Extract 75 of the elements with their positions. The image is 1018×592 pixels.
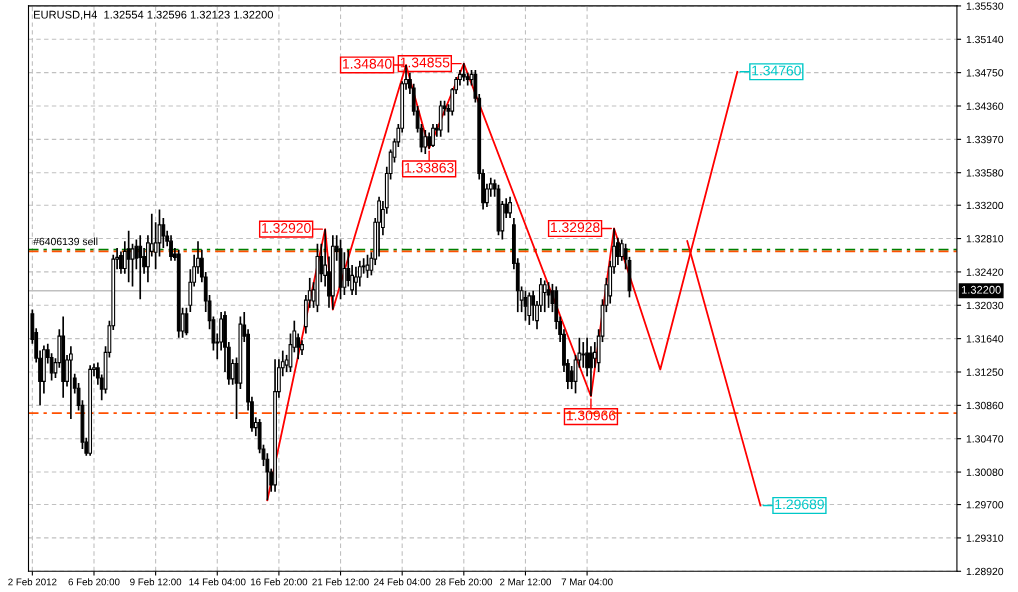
y-tick-label: 1.32420	[966, 268, 1004, 276]
candlestick	[95, 361, 100, 386]
candlestick	[300, 339, 304, 356]
x-tick-label: 2 Mar 12:00	[500, 578, 552, 586]
data-label: 1.34840	[343, 58, 392, 69]
y-tick-label: 1.32810	[966, 235, 1004, 243]
candlestick	[531, 289, 536, 322]
y-tick-label: 1.33200	[966, 201, 1004, 210]
candlestick	[508, 195, 512, 219]
y-tick-label: 1.29700	[966, 501, 1004, 509]
y-tick-label: 1.31250	[966, 368, 1004, 376]
x-tick-label: 7 Mar 04:00	[561, 578, 613, 586]
y-tick-label: 1.30080	[966, 468, 1004, 476]
candlestick	[219, 311, 224, 352]
y-tick-label: 1.35140	[966, 35, 1004, 44]
candlestick	[438, 100, 443, 138]
candlestick	[619, 238, 624, 262]
x-tick-label: 9 Feb 12:00	[130, 578, 182, 586]
y-tick-label: 1.33580	[966, 169, 1004, 177]
candlestick	[585, 336, 589, 378]
candlestick	[542, 279, 547, 313]
data-label: 1.32920	[262, 223, 311, 233]
candlestick	[61, 315, 66, 399]
x-tick-label: 16 Feb 20:00	[251, 578, 308, 586]
candlestick	[431, 123, 435, 148]
data-label: 1.30966	[566, 410, 616, 421]
data-label: 1.32928	[551, 222, 600, 233]
candlestick	[138, 234, 143, 301]
x-tick-label: 21 Feb 12:00	[312, 578, 369, 586]
candlestick	[188, 268, 193, 313]
candlestick	[119, 250, 123, 275]
x-tick-label: 28 Feb 20:00	[435, 578, 493, 586]
candlestick	[461, 62, 466, 83]
chart-title: EURUSD,H4 1.32554 1.32596 1.32123 1.32200	[34, 10, 274, 20]
candlestick	[458, 69, 462, 87]
candlestick	[527, 291, 532, 326]
candlestick	[354, 265, 358, 296]
data-label: 1.34855	[400, 57, 450, 68]
candlestick	[169, 234, 173, 262]
candlestick	[554, 285, 559, 331]
candlestick	[581, 341, 586, 369]
y-tick-label: 1.34360	[966, 102, 1004, 110]
y-tick-label: 1.31640	[966, 335, 1004, 343]
ref-line-label: #6406139 sell	[33, 237, 98, 246]
x-tick-label: 14 Feb 04:00	[189, 578, 246, 586]
data-label: 1.34760	[752, 65, 801, 76]
y-tick-label: 1.33970	[966, 135, 1004, 144]
candlestick	[303, 294, 308, 335]
candlestick	[88, 364, 93, 457]
candlestick	[176, 248, 181, 339]
data-label: 1.29689	[775, 499, 824, 510]
candlestick	[423, 129, 428, 155]
x-tick-label: 24 Feb 04:00	[374, 578, 431, 586]
y-tick-label: 1.30860	[966, 401, 1004, 410]
y-tick-label: 1.29310	[966, 534, 1004, 542]
x-tick-label: 2 Feb 2012	[8, 578, 57, 586]
candlestick	[296, 332, 301, 360]
ref-line-label: 1.32200	[961, 285, 1001, 294]
candlestick	[346, 248, 351, 288]
candlestick	[273, 358, 277, 493]
candlestick	[68, 345, 73, 420]
y-tick-label: 1.30470	[966, 435, 1004, 443]
y-tick-label: 1.32030	[966, 301, 1004, 310]
x-tick-label: 6 Feb 20:00	[68, 578, 120, 586]
candlestick	[589, 345, 593, 397]
y-tick-label: 1.34750	[966, 69, 1004, 77]
candlestick	[357, 259, 362, 288]
candlestick	[377, 195, 381, 258]
candlestick	[330, 234, 335, 311]
candlestick	[350, 264, 355, 296]
y-tick-label: 1.35530	[966, 2, 1004, 10]
data-label: 1.33863	[405, 162, 454, 173]
candlestick	[465, 71, 470, 87]
candlestick	[427, 131, 432, 150]
y-tick-label: 1.28920	[966, 567, 1004, 576]
